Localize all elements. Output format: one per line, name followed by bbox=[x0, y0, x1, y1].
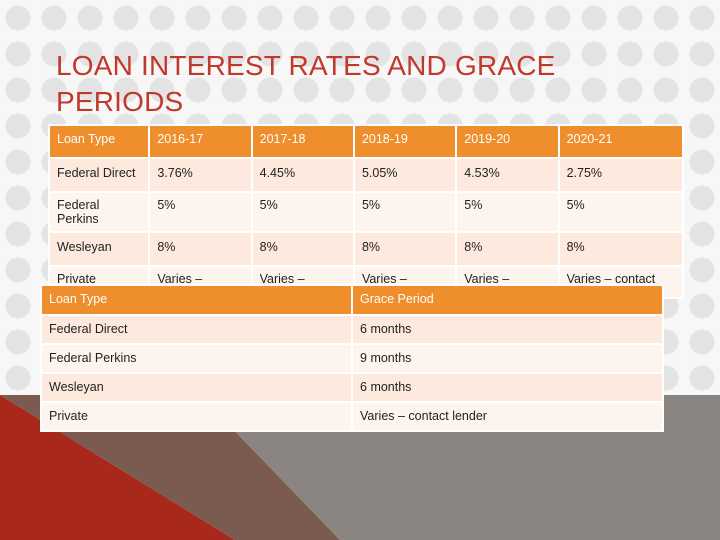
table-cell: 5.05% bbox=[354, 159, 456, 191]
table-cell: 8% bbox=[354, 233, 456, 265]
header-cell: 2016-17 bbox=[150, 126, 251, 157]
table-cell: 8% bbox=[457, 233, 558, 265]
table-cell: 9 months bbox=[353, 345, 662, 372]
table-cell: Wesleyan bbox=[42, 374, 352, 401]
table-cell: 3.76% bbox=[150, 159, 251, 191]
table-header-row: Loan Type Grace Period bbox=[42, 286, 662, 314]
header-cell: 2017-18 bbox=[252, 126, 353, 157]
table-cell: 5% bbox=[559, 193, 682, 231]
table-cell: 6 months bbox=[353, 374, 662, 401]
table-row: Federal Perkins 5% 5% 5% 5% 5% bbox=[50, 193, 682, 231]
table-cell: Federal Direct bbox=[50, 159, 149, 191]
table-row: Wesleyan 8% 8% 8% 8% 8% bbox=[50, 233, 682, 265]
table-cell: 2.75% bbox=[559, 159, 682, 191]
table-cell: Varies – contact lender bbox=[353, 403, 662, 430]
table-cell: 8% bbox=[150, 233, 251, 265]
grace-periods-table: Loan Type Grace Period Federal Direct 6 … bbox=[40, 284, 664, 432]
table-cell: 4.45% bbox=[252, 159, 353, 191]
table-row: Federal Perkins 9 months bbox=[42, 345, 662, 372]
interest-rates-table: Loan Type 2016-17 2017-18 2018-19 2019-2… bbox=[48, 124, 684, 299]
table-cell: Federal Perkins bbox=[42, 345, 352, 372]
table-cell: 5% bbox=[457, 193, 558, 231]
header-cell: 2018-19 bbox=[354, 126, 456, 157]
table-row: Federal Direct 6 months bbox=[42, 316, 662, 343]
table-cell: Wesleyan bbox=[50, 233, 149, 265]
header-cell: Grace Period bbox=[353, 286, 662, 314]
table-cell: 6 months bbox=[353, 316, 662, 343]
table-row: Private Varies – contact lender bbox=[42, 403, 662, 430]
header-cell: Loan Type bbox=[42, 286, 352, 314]
table-cell: Federal Perkins bbox=[50, 193, 149, 231]
table-cell: 5% bbox=[354, 193, 456, 231]
table-cell: Private bbox=[42, 403, 352, 430]
table-cell: Federal Direct bbox=[42, 316, 352, 343]
table-row: Wesleyan 6 months bbox=[42, 374, 662, 401]
table-row: Federal Direct 3.76% 4.45% 5.05% 4.53% 2… bbox=[50, 159, 682, 191]
table-cell: 4.53% bbox=[457, 159, 558, 191]
table-cell: 8% bbox=[559, 233, 682, 265]
cell-text: Private bbox=[57, 272, 96, 286]
table-cell: 5% bbox=[150, 193, 251, 231]
slide-title: LOAN INTEREST RATES AND GRACE PERIODS bbox=[56, 50, 556, 117]
header-cell: 2019-20 bbox=[457, 126, 558, 157]
header-cell: Loan Type bbox=[50, 126, 149, 157]
table-cell: 5% bbox=[252, 193, 353, 231]
header-cell: 2020-21 bbox=[559, 126, 682, 157]
table-cell: 8% bbox=[252, 233, 353, 265]
table-header-row: Loan Type 2016-17 2017-18 2018-19 2019-2… bbox=[50, 126, 682, 157]
